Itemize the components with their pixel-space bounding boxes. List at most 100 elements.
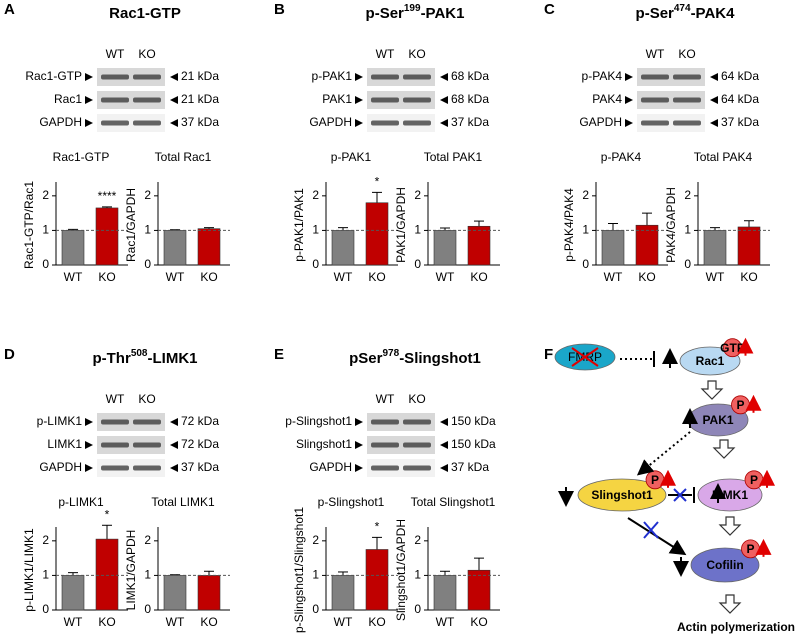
y-tick-label: 1 (312, 568, 319, 582)
arrowhead (440, 96, 448, 104)
chart-title: Total Slingshot1 (411, 495, 496, 509)
x-tick-label: KO (200, 615, 217, 629)
y-axis-label: Rac1-GTP/Rac1 (22, 181, 36, 269)
blot (97, 413, 165, 431)
bar (95, 538, 119, 611)
blot-size: 150 kDa (451, 437, 496, 451)
node-label: Rac1 (696, 354, 725, 368)
arrowhead (440, 73, 448, 81)
title-part: p-Ser (366, 5, 405, 22)
x-tick-label: KO (368, 615, 385, 629)
panel-title: pSer978-Slingshot1 (349, 348, 481, 367)
lane-label: KO (678, 47, 695, 61)
blot-label: p-PAK1 (312, 69, 353, 83)
bar (95, 207, 119, 266)
arrowhead (710, 73, 718, 81)
arrowhead (85, 96, 93, 104)
badge-label: P (736, 398, 744, 412)
x-tick-label: WT (706, 270, 725, 284)
band (133, 419, 161, 425)
chart-title: Total Rac1 (155, 150, 212, 164)
blot-label: PAK1 (322, 92, 352, 106)
chart-title: p-PAK4 (601, 150, 642, 164)
band (133, 74, 161, 80)
blot-label: PAK4 (592, 92, 622, 106)
arrowhead (625, 119, 633, 127)
y-tick-label: 1 (414, 223, 421, 237)
band (641, 120, 669, 126)
y-axis-label: PAK1/GAPDH (394, 187, 408, 263)
band (403, 419, 431, 425)
arrowhead (85, 119, 93, 127)
lane-label: KO (138, 47, 155, 61)
lane-label: WT (646, 47, 665, 61)
blot-size: 150 kDa (451, 414, 496, 428)
blot-label: LIMK1 (47, 437, 82, 451)
band (403, 465, 431, 471)
band (101, 442, 129, 448)
blot-size: 68 kDa (451, 92, 489, 106)
chart-title: p-PAK1 (331, 150, 372, 164)
open-arrow (700, 380, 724, 400)
badge-label: P (750, 473, 758, 487)
arrowhead (85, 464, 93, 472)
panel-letter: F (544, 346, 553, 363)
panel-title: Rac1-GTP (109, 5, 181, 22)
node-label: Cofilin (706, 558, 743, 572)
arrowhead (170, 73, 178, 81)
title-part: Rac1-GTP (109, 5, 181, 22)
bar (703, 230, 727, 266)
bar (635, 224, 659, 266)
node-label: PAK1 (702, 413, 733, 427)
title-part: 978 (383, 348, 400, 359)
blot (97, 459, 165, 477)
block-x (673, 488, 687, 502)
lane-label: KO (408, 392, 425, 406)
significance: * (375, 520, 380, 534)
lane-label: WT (106, 392, 125, 406)
node-label: Slingshot1 (591, 488, 653, 502)
x-tick-label: KO (470, 270, 487, 284)
x-tick-label: KO (98, 615, 115, 629)
blot-size: 64 kDa (721, 69, 759, 83)
arrowhead (355, 73, 363, 81)
y-axis-label: Rac1/GAPDH (124, 188, 138, 262)
lane-label: WT (106, 47, 125, 61)
blot (367, 459, 435, 477)
bar (163, 575, 187, 611)
y-tick-label: 1 (144, 568, 151, 582)
x-tick-label: WT (436, 615, 455, 629)
x-tick-label: KO (98, 270, 115, 284)
band (101, 465, 129, 471)
significance: * (375, 175, 380, 189)
blot-size: 72 kDa (181, 414, 219, 428)
panel-letter: A (4, 1, 15, 18)
blot-size: 37 kDa (181, 460, 219, 474)
bar (467, 225, 491, 266)
y-tick-label: 0 (414, 602, 421, 616)
x-tick-label: WT (334, 615, 353, 629)
open-arrow (712, 439, 736, 459)
blot-label: GAPDH (309, 115, 352, 129)
significance: **** (98, 189, 117, 203)
y-tick-label: 0 (414, 257, 421, 271)
y-tick-label: 2 (414, 188, 421, 202)
arrowhead (170, 441, 178, 449)
bar (365, 202, 389, 266)
arrowhead (625, 73, 633, 81)
band (133, 120, 161, 126)
chart-title: Rac1-GTP (53, 150, 110, 164)
band (371, 74, 399, 80)
band (371, 465, 399, 471)
band (371, 120, 399, 126)
blot-label: p-LIMK1 (37, 414, 83, 428)
title-part: p-Thr (92, 350, 130, 367)
band (133, 465, 161, 471)
bar (601, 230, 625, 266)
title-part: -PAK1 (421, 5, 465, 22)
blot (367, 68, 435, 86)
arrowhead (440, 464, 448, 472)
lane-label: WT (376, 392, 395, 406)
x-tick-label: KO (740, 270, 757, 284)
y-axis-label: p-PAK1/PAK1 (292, 188, 306, 262)
